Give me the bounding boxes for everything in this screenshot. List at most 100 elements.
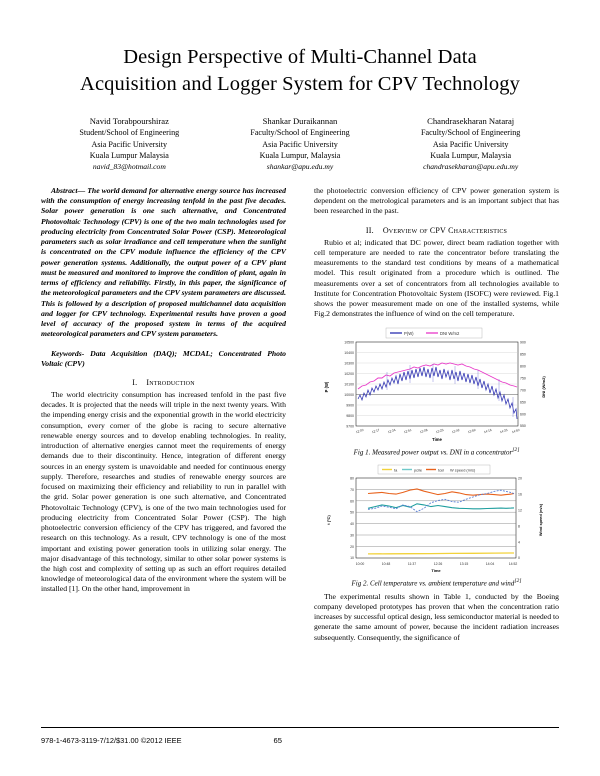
section-numeral: II. [365,225,374,235]
intro-paragraph: The world electricity consumption has in… [41,389,286,594]
svg-text:12:34: 12:34 [387,427,396,433]
figure-2-series-tcel [367,488,515,496]
author-affiliation-org: Asia Pacific University [91,139,168,149]
svg-text:10500: 10500 [344,340,354,344]
svg-text:10: 10 [350,556,354,560]
author-name: Navid Torabpourshiraz [89,116,169,127]
svg-text:DNI (W/m2): DNI (W/m2) [541,375,546,397]
author-location: Kuala Lumpur, Malaysia [430,151,512,161]
svg-text:12:00: 12:00 [355,427,364,433]
svg-text:14:16: 14:16 [483,427,492,433]
abstract-paragraph: Abstract— The world demand for alternati… [41,186,286,339]
title-line-1: Design Perspective of Multi-Channel Data [123,46,477,68]
author-email[interactable]: navid_83@hotmail.com [92,161,166,171]
figure-1-caption: Fig 1. Measured power output vs. DNI in … [314,447,559,457]
figure-2-caption-ref: [2] [514,577,522,584]
svg-text:16: 16 [518,492,522,496]
section-numeral: I. [132,377,138,387]
author-email[interactable]: chandrasekharan@apu.edu.my [423,161,519,171]
section-heading-introduction: I. Introduction [41,378,286,387]
title-block: Design Perspective of Multi-Channel Data… [0,0,600,98]
svg-text:700: 700 [520,388,526,392]
author-block: Shankar Duraikannan Faculty/School of En… [215,115,386,172]
svg-text:t (ºC): t (ºC) [326,514,331,524]
svg-text:800: 800 [520,364,526,368]
figure-2-caption: Fig 2. Cell temperature vs. ambient temp… [314,578,559,588]
title-line-2: Acquisition and Logger System for CPV Te… [80,73,520,96]
footer-divider [41,727,559,728]
section-heading-overview: II. Overview of CPV Characteristics [314,226,559,235]
svg-text:P (W): P (W) [324,381,329,392]
intro-continuation-paragraph: the photoelectric conversion efficiency … [314,186,559,216]
figure-2-caption-text: Fig 2. Cell temperature vs. ambient temp… [351,578,515,587]
author-affiliation-role: Faculty/School of Engineering [420,128,521,138]
right-column: the photoelectric conversion efficiency … [314,186,559,643]
svg-text:W speed (m/s): W speed (m/s) [450,467,476,472]
overview-paragraph-2: The experimental results shown in Table … [314,591,559,642]
author-location: Kuala Lumpur Malaysia [89,151,169,161]
author-affiliation-org: Asia Pacific University [262,139,338,149]
svg-text:10400: 10400 [344,351,354,355]
svg-text:850: 850 [520,352,526,356]
svg-text:14:52: 14:52 [509,562,518,566]
svg-text:60: 60 [350,499,354,503]
svg-text:750: 750 [520,376,526,380]
svg-text:12:51: 12:51 [403,427,412,433]
svg-text:9800: 9800 [346,414,354,418]
author-affiliation-role: Faculty/School of Engineering [250,128,350,138]
page-footer: 978-1-4673-3119-7/12/$31.00 ©2012 IEEE 6… [41,736,559,745]
figure-1-noise-spikes [386,363,514,417]
svg-text:10:48: 10:48 [382,562,391,566]
svg-text:14:50: 14:50 [511,427,520,433]
svg-text:70: 70 [350,488,354,492]
figure-2: ta pcile tcel W speed (m/s) [314,464,559,588]
figure-1-chart: P(W) DNI W/m2 [324,327,546,442]
svg-text:50: 50 [350,510,354,514]
svg-text:8: 8 [518,524,520,528]
figure-2-legend: ta pcile tcel W speed (m/s) [377,464,491,474]
svg-text:10000: 10000 [344,393,354,397]
svg-text:10100: 10100 [344,382,354,386]
author-block: Navid Torabpourshiraz Student/School of … [44,115,215,172]
svg-text:Time: Time [431,568,441,573]
svg-text:10300: 10300 [344,361,354,365]
svg-text:Time: Time [432,437,442,442]
svg-text:550: 550 [520,424,526,428]
svg-text:9700: 9700 [346,424,354,428]
figure-1-caption-ref: [2] [512,446,520,453]
figure-1: P(W) DNI W/m2 [314,327,559,457]
figure-2-series-pcile [367,502,515,510]
svg-text:20: 20 [350,545,354,549]
author-block: Chandrasekharan Nataraj Faculty/School o… [385,115,556,172]
figure-1-caption-text: Fig 1. Measured power output vs. DNI in … [353,447,513,456]
svg-text:DNI W/m2: DNI W/m2 [440,331,460,336]
svg-text:4: 4 [518,540,520,544]
svg-text:pcile: pcile [414,467,422,472]
svg-text:13:08: 13:08 [419,427,428,433]
author-email[interactable]: shankar@apu.edu.my [266,161,334,171]
svg-text:12: 12 [518,508,522,512]
svg-text:10:00: 10:00 [356,562,365,566]
author-affiliation-org: Asia Pacific University [432,139,509,149]
figure-1-series-power [357,366,518,419]
author-name: Chandrasekharan Nataraj [427,116,515,127]
figure-1-series-dni [357,362,518,389]
figure-2-series-ta [367,552,515,555]
svg-text:650: 650 [520,400,526,404]
author-affiliation-role: Student/School of Engineering [79,128,180,138]
footer-copyright: 978-1-4673-3119-7/12/$31.00 ©2012 IEEE [41,736,182,745]
body-columns: Abstract— The world demand for alternati… [41,186,559,643]
svg-text:Wind speed (m/s): Wind speed (m/s) [538,503,543,536]
svg-text:20: 20 [518,476,522,480]
svg-text:14:04: 14:04 [486,562,495,566]
keywords-paragraph: Keywords- Data Acquisition (DAQ); MCDAL;… [41,348,286,368]
footer-page-number: 65 [273,736,282,745]
svg-text:P(W): P(W) [404,331,414,336]
figure-2-chart: ta pcile tcel W speed (m/s) [326,464,543,573]
svg-text:13:15: 13:15 [460,562,469,566]
svg-text:40: 40 [350,522,354,526]
left-column: Abstract— The world demand for alternati… [41,186,286,643]
section-title: Introduction [146,377,195,387]
svg-text:13:42: 13:42 [451,427,460,433]
